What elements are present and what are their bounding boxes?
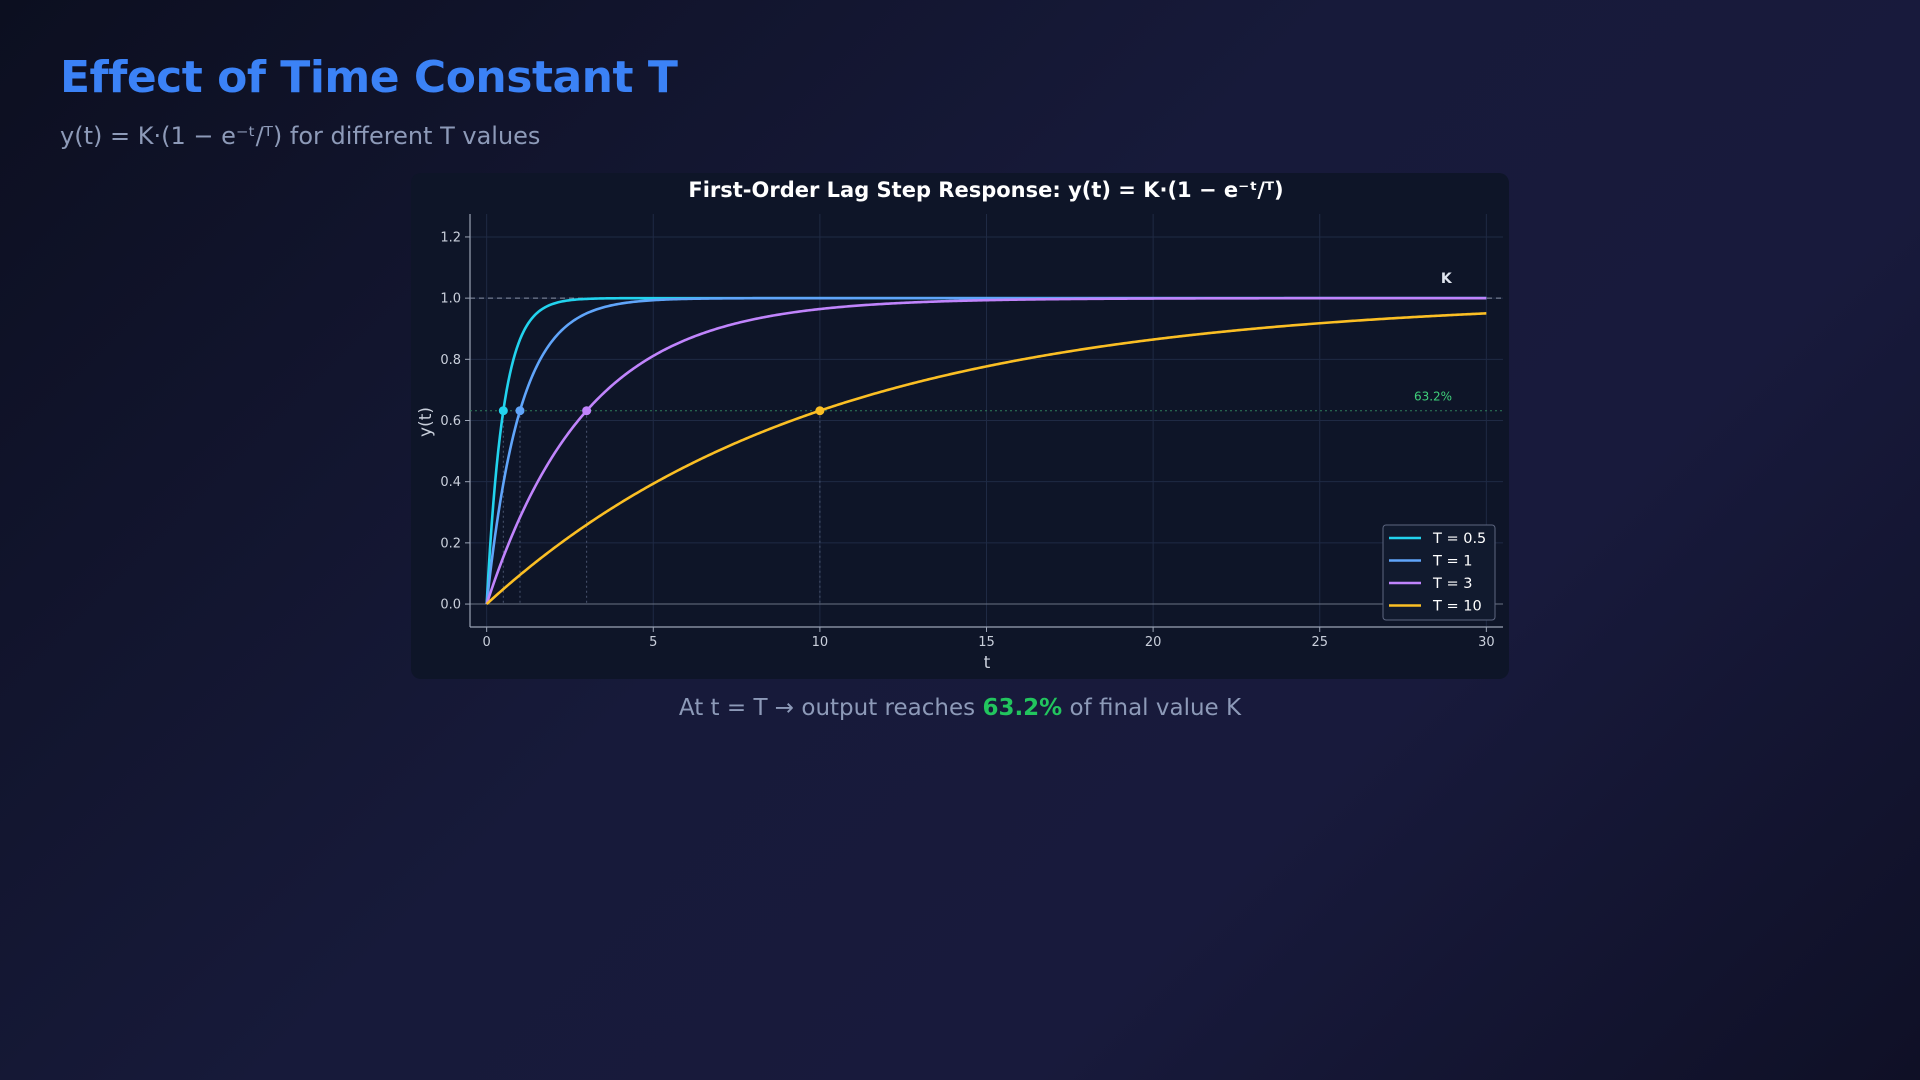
legend: T = 0.5 T = 1 T = 3 T = 10 [1382, 524, 1496, 621]
plot-area: 0 5 10 15 20 25 30 0.0 0.2 0.4 0.6 0.8 1.0 1.2 K 63.2% T… [440, 214, 1503, 650]
x-tick-label: 5 [649, 635, 657, 650]
caption: At t = T → output reaches 63.2% of final… [0, 695, 1920, 721]
legend-label: T = 1 [1432, 554, 1472, 570]
time-constant-marker [582, 406, 592, 416]
legend-label: T = 0.5 [1432, 531, 1486, 547]
legend-label: T = 3 [1432, 576, 1472, 592]
y-tick-label: 0.6 [440, 414, 461, 429]
caption-suffix: of final value K [1069, 695, 1242, 721]
x-tick-label: 15 [978, 635, 995, 650]
reference-label-k: K [1441, 271, 1453, 287]
x-axis-label: t [984, 653, 991, 673]
step-response-chart: First-Order Lag Step Response: y(t) = K·… [416, 178, 1503, 673]
reference-label-63: 63.2% [1414, 390, 1452, 404]
y-tick-label: 1.2 [440, 230, 461, 245]
x-tick-label: 10 [812, 635, 829, 650]
series-line [485, 296, 1487, 605]
x-tick-label: 0 [483, 635, 491, 650]
time-constant-marker [498, 406, 508, 416]
caption-highlight: 63.2% [982, 695, 1063, 721]
y-tick-label: 0.0 [440, 598, 461, 613]
y-tick-label: 0.4 [440, 475, 461, 490]
x-tick-label: 30 [1478, 635, 1495, 650]
caption-prefix: At t = T → output reaches [678, 695, 976, 721]
page-subtitle: y(t) = K·(1 − e⁻ᵗ/ᵀ) for different T val… [60, 122, 541, 150]
chart-title: First-Order Lag Step Response: y(t) = K·… [688, 178, 1283, 202]
time-constant-marker [515, 406, 525, 416]
x-tick-label: 20 [1145, 635, 1162, 650]
y-tick-label: 0.8 [440, 353, 461, 368]
y-tick-label: 1.0 [440, 292, 461, 307]
time-constant-marker [815, 406, 825, 416]
series-line [485, 312, 1487, 606]
x-tick-label: 25 [1311, 635, 1328, 650]
y-axis-label: y(t) [416, 407, 436, 437]
y-tick-label: 0.2 [440, 536, 461, 551]
page-title: Effect of Time Constant T [60, 52, 678, 103]
legend-box [1382, 524, 1496, 621]
legend-label: T = 10 [1432, 599, 1482, 615]
chart-card: First-Order Lag Step Response: y(t) = K·… [411, 173, 1509, 679]
